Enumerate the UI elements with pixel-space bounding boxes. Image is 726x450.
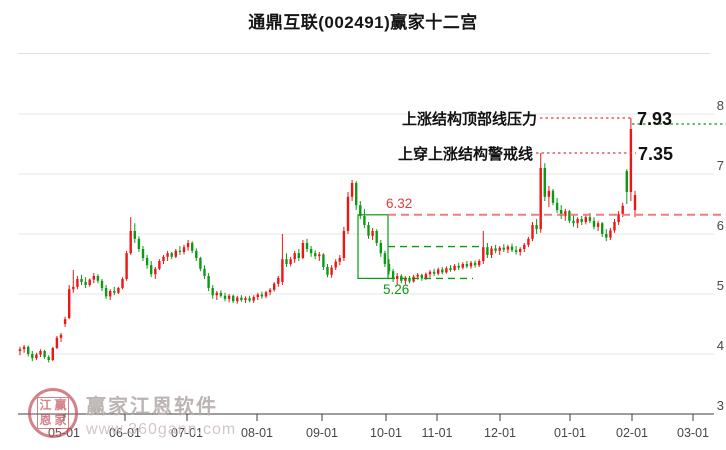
x-axis-label: 08-01: [241, 426, 273, 440]
x-axis-label: 09-01: [306, 426, 338, 440]
annotation-texts: 上涨结构顶部线压力 7.93 上穿上涨结构警戒线 7.35 6.32 5.26: [383, 109, 673, 297]
candlesticks: [18, 118, 637, 363]
y-axis-label: 8: [717, 98, 724, 113]
seal-char: 江: [39, 398, 52, 412]
structure-box: [357, 214, 389, 280]
watermark-brand: 赢家江恩软件: [86, 396, 218, 418]
y-axis-label: 3: [717, 398, 724, 413]
title-divider: [18, 53, 710, 54]
watermark: 江 赢 恩 家 赢家江恩软件 www.360gann.com: [28, 388, 236, 439]
x-axis-label: 02-01: [616, 426, 648, 440]
watermark-text: 赢家江恩软件 www.360gann.com: [86, 390, 236, 439]
annotation-warning-label: 上穿上涨结构警戒线: [398, 145, 533, 163]
x-axis-label: 11-01: [421, 426, 452, 440]
x-axis-label: 10-01: [370, 426, 402, 440]
y-axis-label: 4: [717, 338, 724, 353]
page-title: 通鼎互联(002491)赢家十二宫: [248, 13, 478, 32]
structure-bottom-price-label: 5.26: [383, 282, 409, 297]
seal-characters: 江 赢 恩 家: [37, 397, 69, 429]
x-axis-label: 07-01: [171, 426, 203, 440]
y-axis-label: 6: [717, 218, 724, 233]
watermark-url: www.360gann.com: [86, 421, 237, 438]
y-axis-label: 5: [717, 278, 724, 293]
x-axis-label: 01-01: [554, 426, 586, 440]
x-axis-label: 12-01: [484, 426, 516, 440]
x-axis-label: 03-01: [677, 426, 709, 440]
seal-char: 恩: [39, 413, 52, 427]
structure-top-price-label: 6.32: [386, 196, 412, 211]
annotation-top-pressure-value: 7.93: [637, 109, 672, 129]
structure-lines: [357, 117, 726, 280]
watermark-seal-logo: 江 赢 恩 家: [28, 388, 78, 438]
annotation-top-pressure-label: 上涨结构顶部线压力: [402, 110, 537, 128]
x-axis-label: 06-01: [109, 426, 141, 440]
seal-char: 赢: [54, 398, 67, 412]
y-axis-label: 7: [717, 158, 724, 173]
seal-char: 家: [54, 413, 67, 427]
annotation-warning-value: 7.35: [638, 144, 673, 164]
